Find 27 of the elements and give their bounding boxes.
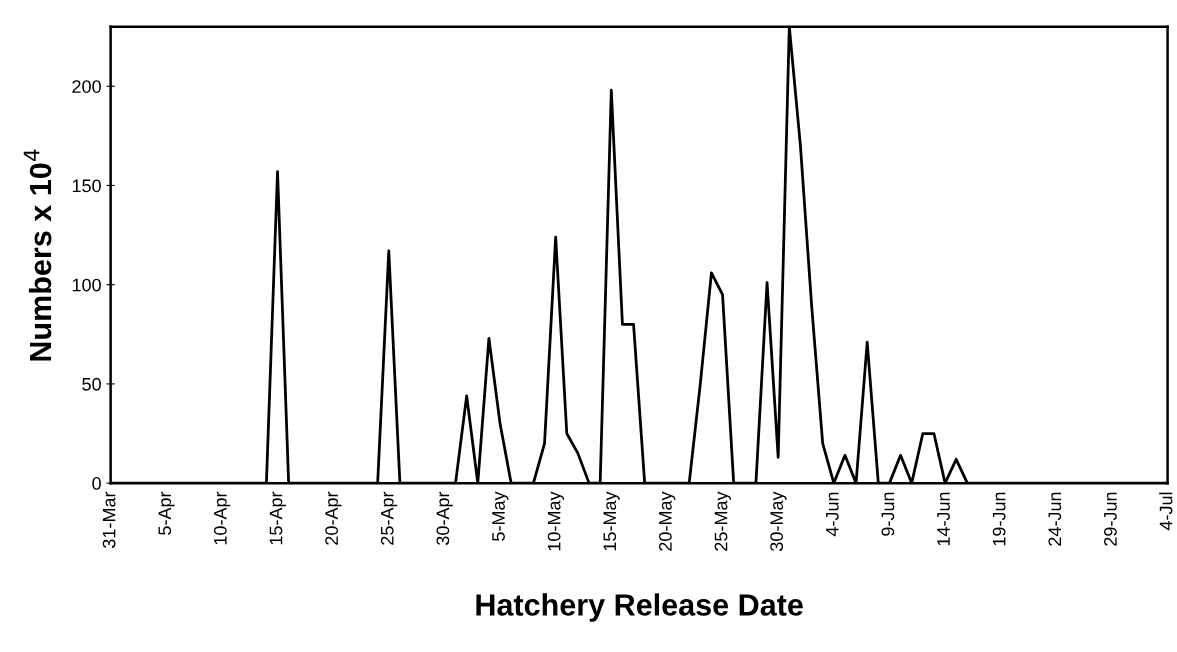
x-tick-label: 29-Jun (1104, 492, 1117, 546)
x-tick-label: 15-May (603, 491, 620, 551)
x-tick-label: 5-Apr (158, 491, 175, 535)
x-tick-label: 25-Apr (380, 491, 398, 545)
x-tick-label: 4-Jun (826, 492, 839, 537)
x-tick-label: 19-Jun (992, 492, 1006, 546)
x-axis-title: Hatchery Release Date (476, 593, 803, 622)
x-tick-label: 20-Apr (325, 491, 342, 545)
x-tick-label: 14-Jun (937, 492, 950, 546)
y-tick-label: 0 (92, 477, 101, 490)
y-tick-label: 100 (72, 278, 101, 292)
x-tick-label: 10-Apr (213, 491, 231, 545)
y-tick-label: 50 (82, 377, 101, 391)
x-tick-label: 5-May (492, 491, 509, 541)
x-tick-label: 24-Jun (1048, 492, 1062, 546)
x-tick-label: 30-May (770, 491, 787, 551)
x-tick-label: 20-May (658, 491, 676, 551)
x-tick-label: 15-Apr (269, 491, 286, 545)
x-tick-label: 25-May (714, 491, 731, 551)
x-tick-label: 9-Jun (881, 492, 895, 536)
x-tick-label: 30-Apr (436, 491, 453, 545)
y-axis-title: Numbers x 10$^{4}$ (23, 149, 52, 361)
x-tick-label: 10-May (547, 491, 565, 551)
y-tick-label: 150 (72, 179, 101, 193)
y-tick-label: 200 (72, 80, 101, 93)
x-tick-label: 4-Jul (1159, 492, 1173, 531)
x-tick-label: 31-Mar (102, 491, 116, 548)
